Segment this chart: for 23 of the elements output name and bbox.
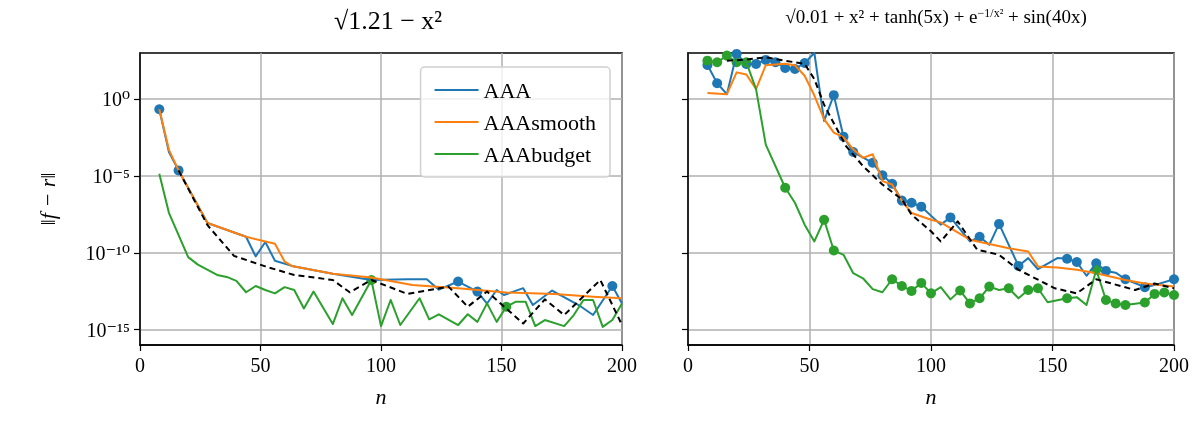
y-axis-title: ‖f − r‖: [34, 172, 60, 226]
x-tick-label: 100: [916, 354, 946, 376]
chart-title: √1.21 − x²: [333, 5, 443, 35]
legend-label: AAAbudget: [483, 141, 592, 167]
x-tick-label: 200: [1159, 354, 1189, 376]
x-tick-label: 0: [683, 354, 693, 376]
x-tick-label: 200: [607, 354, 637, 376]
y-tick-label: 10⁻⁵: [92, 164, 130, 187]
point: [1169, 274, 1179, 285]
x-tick-label: 150: [1037, 354, 1068, 376]
y-tick-label: 10⁰: [101, 88, 130, 111]
legend-label: AAAsmooth: [483, 109, 596, 135]
x-axis-title: n: [925, 383, 937, 409]
x-tick-label: 100: [366, 354, 396, 376]
x-tick-label: 0: [135, 354, 145, 376]
y-tick-label: 10⁻¹⁰: [85, 241, 130, 264]
x-axis-title: n: [375, 383, 387, 409]
legend-label: AAA: [483, 77, 532, 103]
point: [1169, 289, 1179, 300]
y-tick-label: 10⁻¹⁵: [86, 318, 130, 341]
x-tick-label: 150: [486, 354, 517, 376]
x-tick-label: 50: [250, 354, 271, 376]
x-tick-label: 50: [799, 354, 820, 376]
